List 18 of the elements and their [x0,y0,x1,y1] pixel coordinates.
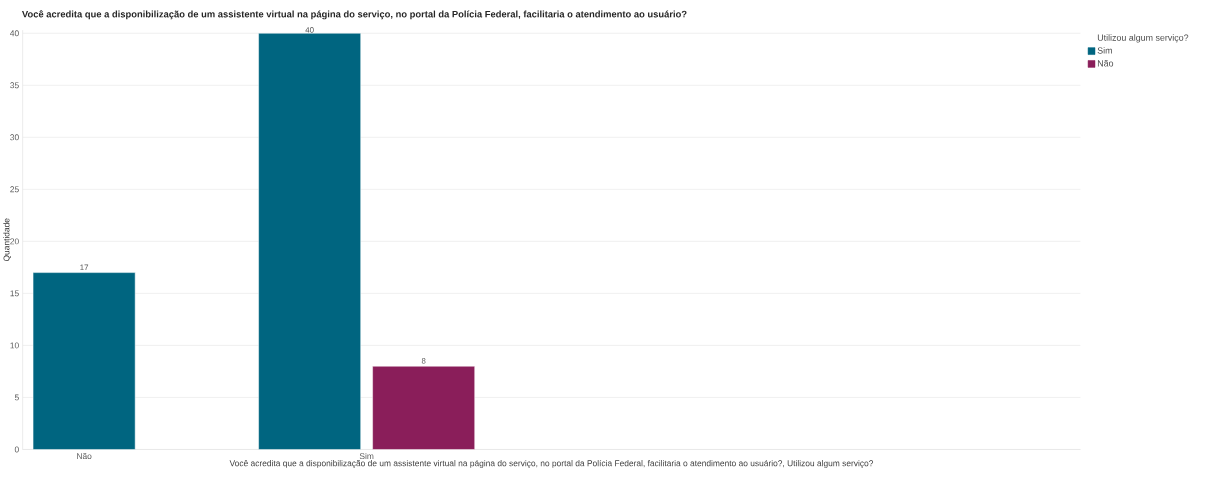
chart-title: Você acredita que a disponibilização de um assistente virtual na página do serviço, no portal da Polícia Federal, facilitaria o atendimento ao usuário? [21,10,687,20]
legend-title: Utilizou algum serviço? [1097,34,1189,43]
y-tick-label: 25 [10,186,19,193]
y-tick-label: 10 [10,342,19,349]
bar [258,33,361,450]
y-tick-label: 35 [10,82,19,89]
y-tick-label: 40 [10,30,19,37]
y-tick-label: 20 [10,238,19,245]
y-tick-label: 5 [14,394,19,401]
legend-label: Sim [1097,47,1112,54]
x-axis-title: Você acredita que a disponibilização de um assistente virtual na página do serviço, no portal da Polícia Federal, facilitaria o atendimento ao usuário?, Utilizou algum serviço? [229,460,874,469]
bar [32,272,136,450]
bar [372,366,475,450]
y-tick-label: 30 [10,134,19,141]
legend-label: Não [1097,60,1114,67]
y-tick-label: 15 [10,290,19,297]
y-tick-label: 0 [14,446,19,453]
y-axis-title: Quantidade [3,218,11,262]
